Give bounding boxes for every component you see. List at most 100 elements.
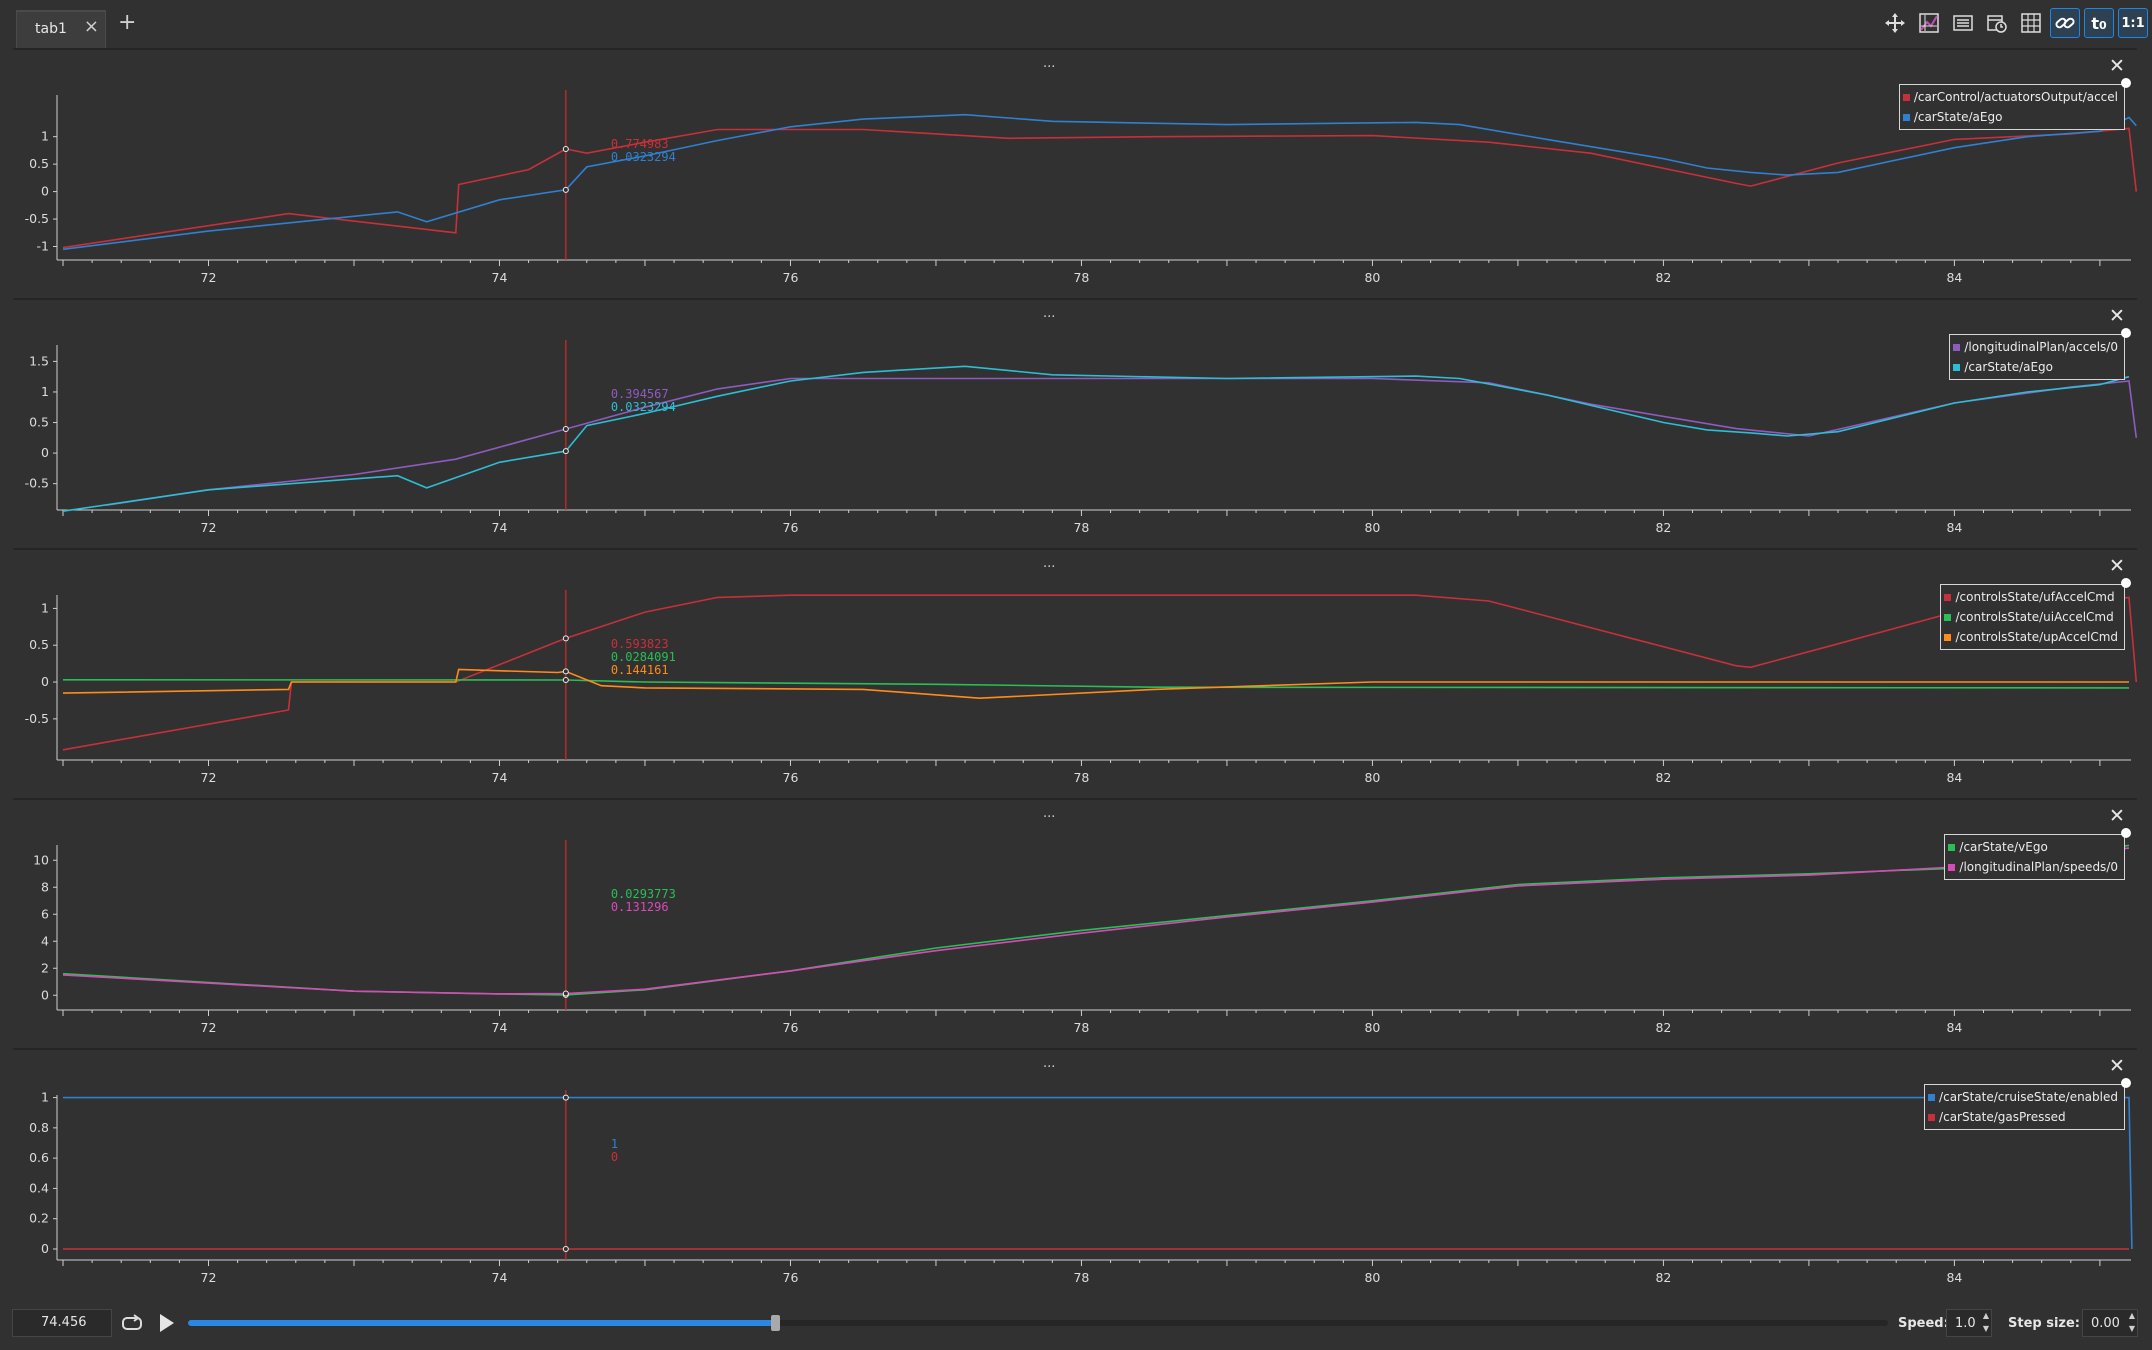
time-slider[interactable] [188,1315,1888,1331]
plot-toolbar: t0 1:1 [1880,8,2148,38]
legend-label: /carState/vEgo [1959,840,2048,854]
x-tick-label: 76 [783,1270,799,1285]
step-size-value: 0.00 [2091,1316,2120,1331]
panel-menu-button[interactable]: ... [1043,806,1056,821]
legend-label: /carState/aEgo [1913,110,2003,124]
add-tab-button[interactable]: + [118,10,137,35]
grid-icon[interactable] [2016,8,2046,38]
spin-up-icon[interactable]: ▲ [1982,1311,1989,1320]
panel-menu-button[interactable]: ... [1043,1056,1056,1071]
legend-drag-handle[interactable] [2121,1078,2131,1088]
loop-icon[interactable] [120,1311,144,1335]
cursor-point-marker [562,1245,569,1252]
panel-menu-button[interactable]: ... [1043,306,1056,321]
x-tick-label: 82 [1655,520,1671,535]
clock-settings-icon[interactable] [1982,8,2012,38]
legend-color-swatch [1944,633,1952,641]
legend-item[interactable]: /carState/aEgo [1902,107,2118,127]
plot-panel[interactable]: 72 74 76 78 80 82 84 -1 -0.5 0 0.5 1 0.774983 0.03232… [13,48,2137,298]
y-tick-label: 1 [41,129,49,144]
legend-drag-handle[interactable] [2121,328,2131,338]
close-panel-icon[interactable]: ✕ [2109,555,2125,577]
x-tick-label: 84 [1946,770,1962,785]
y-tick-label: 0 [41,674,49,689]
legend-item[interactable]: /controlsState/upAccelCmd [1944,627,2118,647]
close-panel-icon[interactable]: ✕ [2109,55,2125,77]
plot-panel[interactable]: 72 74 76 78 80 82 84 -0.5 0 0.5 1 1.5 0.394567 0.0323… [13,298,2137,548]
series-line [62,365,2130,512]
legend-label: /longitudinalPlan/speeds/0 [1959,860,2118,874]
play-icon[interactable] [154,1310,178,1336]
cursor-point-marker [562,186,569,193]
cursor-point-marker [562,676,569,683]
plot-panel[interactable]: 72 74 76 78 80 82 84 0 0.2 0.4 0.6 0.8 1 1 0... ✕/carSt… [13,1048,2137,1298]
move-icon[interactable] [1880,8,1910,38]
legend-item[interactable]: /carState/gasPressed [1928,1107,2118,1127]
legend-drag-handle[interactable] [2121,828,2131,838]
cursor-value-label: 0.0293773 [611,887,676,901]
plot-panel[interactable]: 72 74 76 78 80 82 84 0 2 4 6 8 10 0.0293773 0.131296..… [13,798,2137,1048]
speed-value: 1.0 [1955,1316,1976,1331]
series-line [62,847,2130,995]
x-tick-label: 74 [492,520,508,535]
slider-handle[interactable] [770,1315,780,1331]
close-panel-icon[interactable]: ✕ [2109,305,2125,327]
cursor-value-label: 0.774983 [611,137,669,151]
x-tick-label: 76 [783,1020,799,1035]
legend-item[interactable]: /carControl/actuatorsOutput/accel [1902,87,2118,107]
cursor-point-marker [562,425,569,432]
cursor-value-label: 0 [611,1150,618,1164]
legend-drag-handle[interactable] [2121,78,2131,88]
x-tick-label: 82 [1655,270,1671,285]
speed-spinbox[interactable]: 1.0 ▲ ▼ [1946,1309,1992,1337]
link-icon[interactable] [2050,8,2080,38]
time-offset-icon[interactable]: t0 [2084,8,2114,38]
legend-item[interactable]: /controlsState/ufAccelCmd [1944,587,2118,607]
plot-legend[interactable]: /controlsState/ufAccelCmd/controlsState/… [1940,578,2131,650]
time-input[interactable]: 74.456 [12,1309,112,1337]
cursor-value-label: 0.0323294 [611,400,676,414]
legend-item[interactable]: /longitudinalPlan/accels/0 [1953,337,2118,357]
list-icon[interactable] [1948,8,1978,38]
tab-tab1[interactable]: tab1 × [16,10,106,48]
legend-label: /carState/gasPressed [1939,1110,2066,1124]
panel-menu-button[interactable]: ... [1043,56,1056,71]
x-tick-label: 78 [1073,270,1089,285]
spin-up-icon[interactable]: ▲ [2128,1311,2135,1320]
legend-color-swatch [1953,363,1961,371]
legend-item[interactable]: /carState/vEgo [1948,837,2118,857]
x-tick-label: 78 [1073,520,1089,535]
ratio-icon[interactable]: 1:1 [2118,8,2148,38]
panel-menu-button[interactable]: ... [1043,556,1056,571]
x-tick-label: 72 [201,1270,217,1285]
plot-panel[interactable]: 72 74 76 78 80 82 84 -0.5 0 0.5 1 0.593823 0.0284091… [13,548,2137,798]
y-tick-label: -1 [37,239,49,254]
legend-item[interactable]: /controlsState/uiAccelCmd [1944,607,2118,627]
x-tick-label: 72 [201,1020,217,1035]
plot-legend[interactable]: /carState/cruiseState/enabled/carState/g… [1924,1078,2131,1130]
step-size-spinbox[interactable]: 0.00 ▲ ▼ [2082,1309,2138,1337]
plot-legend[interactable]: /carControl/actuatorsOutput/accel/carSta… [1898,78,2131,130]
slider-progress [188,1320,775,1326]
legend-color-swatch [1948,863,1956,871]
legend-item[interactable]: /longitudinalPlan/speeds/0 [1948,857,2118,877]
close-panel-icon[interactable]: ✕ [2109,805,2125,827]
legend-drag-handle[interactable] [2121,578,2131,588]
plot-legend[interactable]: /longitudinalPlan/accels/0/carState/aEgo [1949,328,2131,380]
spin-down-icon[interactable]: ▼ [2128,1324,2135,1333]
plot-canvas[interactable]: 72 74 76 78 80 82 84 -1 -0.5 0 0.5 1 0.7749830.03232… [13,50,2137,300]
y-tick-label: 6 [41,906,49,921]
close-tab-icon[interactable]: × [83,16,99,37]
legend-color-swatch [1944,593,1952,601]
chart-layout-icon[interactable] [1914,8,1944,38]
plot-legend[interactable]: /carState/vEgo/longitudinalPlan/speeds/0 [1944,828,2131,880]
plot-canvas[interactable]: 72 74 76 78 80 82 84 -0.5 0 0.5 1 0.5938230.0284091… [13,550,2137,800]
close-panel-icon[interactable]: ✕ [2109,1055,2125,1077]
legend-item[interactable]: /carState/aEgo [1953,357,2118,377]
cursor-point-marker [562,668,569,675]
legend-item[interactable]: /carState/cruiseState/enabled [1928,1087,2118,1107]
plot-canvas[interactable]: 72 74 76 78 80 82 84 -0.5 0 0.5 1 1.5 0.3945670.0323… [13,300,2137,550]
spin-down-icon[interactable]: ▼ [1982,1324,1989,1333]
